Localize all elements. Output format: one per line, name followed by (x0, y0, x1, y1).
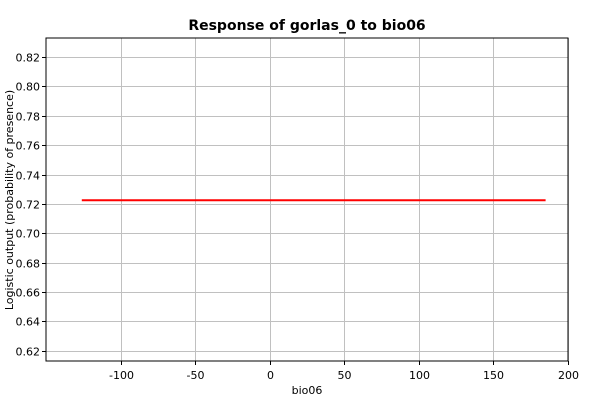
axis-ticks: -100 -50 0 50 100 150 200 0.62 0.64 0.66 0.68 0.70 0… (16, 52, 580, 383)
y-tick-label: 0.62 (16, 346, 41, 359)
gridlines (46, 38, 569, 361)
x-axis-label: bio06 (292, 384, 323, 397)
x-tick-label: -100 (109, 369, 134, 382)
y-tick-label: 0.66 (16, 287, 41, 300)
x-tick-label: 150 (483, 369, 504, 382)
y-tick-label: 0.78 (16, 111, 41, 124)
y-tick-label: 0.74 (16, 170, 41, 183)
y-tick-label: 0.68 (16, 258, 41, 271)
chart-title: Response of gorlas_0 to bio06 (188, 18, 425, 34)
y-tick-label: 0.70 (16, 228, 41, 241)
y-tick-label: 0.80 (16, 81, 41, 94)
y-tick-label: 0.64 (16, 316, 41, 329)
x-tick-label: -50 (187, 369, 205, 382)
y-tick-label: 0.76 (16, 140, 41, 153)
x-tick-label: 200 (558, 369, 579, 382)
y-tick-label: 0.72 (16, 199, 41, 212)
x-tick-label: 0 (267, 369, 274, 382)
y-tick-label: 0.82 (16, 52, 41, 65)
x-tick-label: 100 (409, 369, 430, 382)
x-tick-label: 50 (338, 369, 352, 382)
y-axis-label: Logistic output (probability of presence… (3, 90, 16, 310)
plot-area (45, 37, 569, 362)
